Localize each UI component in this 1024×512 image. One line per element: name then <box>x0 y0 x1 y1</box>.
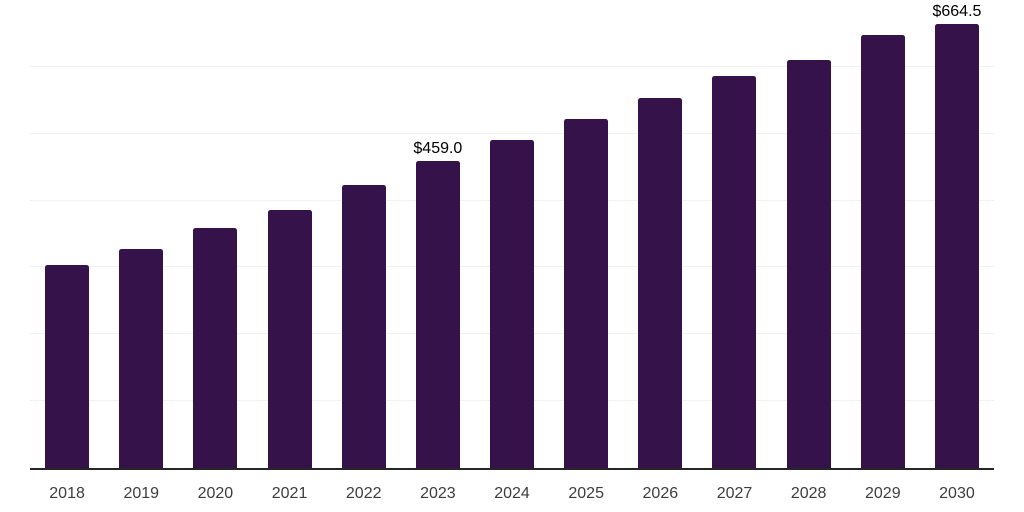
bar-slot-2019 <box>104 0 178 468</box>
bar-slot-2018 <box>30 0 104 468</box>
bar-2022 <box>341 185 386 468</box>
bar-slot-2024 <box>475 0 549 468</box>
bar-2027 <box>712 75 757 468</box>
bar-2026 <box>638 97 683 468</box>
bar-2024 <box>490 140 535 468</box>
x-tick-2024: 2024 <box>494 485 530 502</box>
bar-slot-2021 <box>252 0 326 468</box>
plot-area: $459.0 $664.5 <box>30 0 994 470</box>
bar-slot-2029 <box>846 0 920 468</box>
bar-value-label-2023: $459.0 <box>413 140 463 158</box>
bar-slot-2027 <box>697 0 771 468</box>
bar-2028 <box>786 59 831 468</box>
bar-2021 <box>267 209 312 468</box>
x-tick-2030: 2030 <box>939 485 975 502</box>
bar-value-label-2030: $664.5 <box>932 2 982 20</box>
bar-slot-2023: $459.0 <box>401 0 475 468</box>
bar-2018 <box>45 265 90 468</box>
x-tick-2021: 2021 <box>271 485 308 502</box>
bar-2029 <box>860 35 905 468</box>
bar-2023: $459.0 <box>413 140 462 468</box>
bar-2025 <box>564 118 609 468</box>
bar-2020 <box>193 227 238 468</box>
x-tick-2025: 2025 <box>568 485 604 502</box>
bar-slot-2028 <box>772 0 846 468</box>
x-tick-2018: 2018 <box>49 485 85 502</box>
x-tick-2028: 2028 <box>790 485 827 502</box>
x-tick-2019: 2019 <box>123 485 160 502</box>
bar-slot-2020 <box>178 0 252 468</box>
x-tick-2029: 2029 <box>865 485 901 502</box>
x-tick-2022: 2022 <box>345 485 382 502</box>
x-tick-2027: 2027 <box>716 485 753 502</box>
bar-2019 <box>119 249 164 468</box>
x-tick-2020: 2020 <box>197 485 234 502</box>
gridline-500 <box>30 132 994 134</box>
bar-slot-2022 <box>327 0 401 468</box>
x-tick-2023: 2023 <box>420 485 456 502</box>
gridline-600 <box>30 65 994 67</box>
bar-slot-2030: $664.5 <box>920 0 994 468</box>
bar-2030: $664.5 <box>932 3 981 468</box>
bar-slot-2026 <box>623 0 697 468</box>
x-tick-2026: 2026 <box>642 485 679 502</box>
bar-slot-2025 <box>549 0 623 468</box>
bars-layer: $459.0 $664.5 <box>30 0 994 468</box>
x-axis: 2018 2019 2020 2021 2022 2023 2024 2025 2026 2027… <box>30 470 994 512</box>
